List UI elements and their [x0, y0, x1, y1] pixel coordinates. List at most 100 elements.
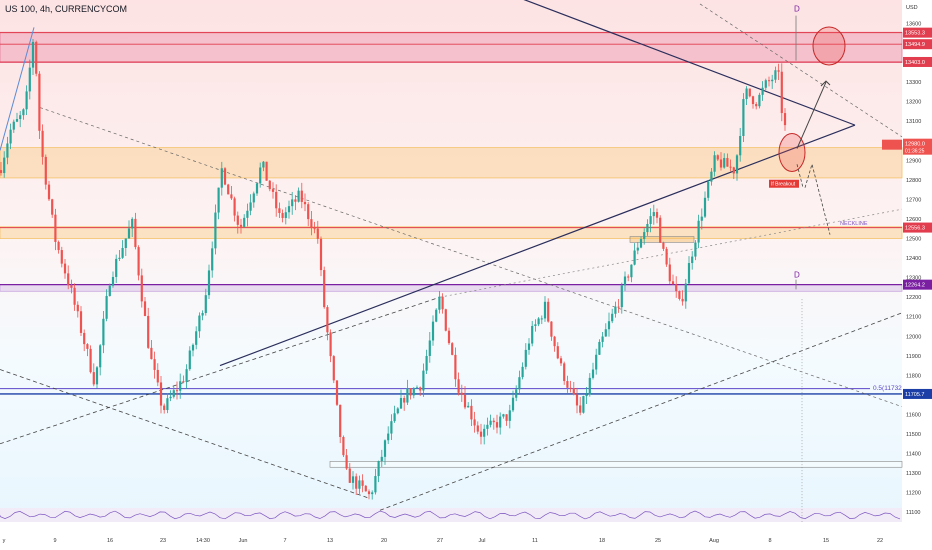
- candle-body: [604, 329, 607, 337]
- candle-body: [476, 425, 479, 432]
- candle: [150, 340, 153, 360]
- candle-body: [22, 109, 25, 116]
- candle: [175, 381, 179, 400]
- candle: [617, 299, 620, 313]
- candle-body: [182, 381, 185, 383]
- candle-body: [643, 232, 646, 240]
- candle: [614, 301, 617, 318]
- candle-body: [591, 369, 595, 378]
- candle: [390, 414, 393, 440]
- candle-body: [412, 388, 415, 396]
- time-axis-background: [0, 522, 902, 550]
- candle-body: [687, 263, 691, 284]
- candle-body: [12, 121, 15, 130]
- candle: [355, 473, 358, 496]
- candle: [159, 376, 163, 414]
- candle-body: [607, 321, 611, 330]
- breakout-badge: [769, 179, 799, 188]
- price-label-12556: 12556.3: [903, 222, 932, 233]
- candle-body: [678, 291, 681, 299]
- candle: [342, 435, 345, 458]
- candle-body: [447, 330, 451, 344]
- candle-body: [764, 80, 767, 88]
- candle: [211, 241, 214, 278]
- candle: [393, 405, 396, 423]
- candle-body: [729, 166, 732, 168]
- candle-body: [127, 228, 131, 239]
- candle: [428, 331, 431, 363]
- candle: [233, 196, 236, 222]
- time-tick: 13: [327, 538, 333, 544]
- candle: [732, 166, 735, 180]
- candle: [131, 217, 134, 237]
- candle-body: [639, 239, 643, 248]
- candle-body: [691, 256, 694, 264]
- candle: [508, 404, 511, 429]
- candle-body: [15, 119, 19, 122]
- candle: [147, 307, 150, 350]
- candle-body: [732, 167, 735, 174]
- candle: [652, 204, 655, 225]
- candle-body: [617, 306, 620, 308]
- candle-body: [121, 247, 124, 258]
- price-tick: 12900: [906, 158, 921, 164]
- zone-support-box: [0, 226, 903, 239]
- candle: [111, 271, 115, 288]
- price-label-12264: 12264.2: [903, 279, 932, 290]
- candle: [348, 462, 351, 484]
- candle-body: [79, 311, 83, 333]
- candle-body: [47, 184, 51, 200]
- candle: [259, 162, 262, 188]
- candle: [726, 153, 729, 167]
- candle: [700, 208, 703, 230]
- candle: [707, 180, 710, 201]
- candle-body: [108, 285, 111, 296]
- candle: [137, 245, 140, 281]
- up-arrowhead: [820, 80, 831, 87]
- candle: [153, 351, 156, 379]
- candle: [41, 124, 44, 165]
- candle-body: [409, 388, 412, 396]
- candle-body: [166, 398, 169, 411]
- price-tick: 11400: [906, 452, 921, 458]
- candle: [764, 78, 767, 91]
- price-tick: 12400: [906, 256, 921, 262]
- candle: [323, 266, 326, 309]
- price-tick: 12700: [906, 197, 921, 203]
- candle-body: [233, 198, 236, 216]
- candle: [633, 243, 636, 266]
- candle: [595, 348, 598, 375]
- candle: [681, 290, 684, 306]
- candle-body: [355, 476, 358, 489]
- candle: [515, 385, 518, 402]
- candle-body: [550, 321, 553, 337]
- candle: [716, 154, 719, 161]
- candle-body: [92, 372, 95, 385]
- candle: [710, 167, 713, 186]
- candle-body: [470, 405, 473, 420]
- candle: [92, 363, 95, 387]
- candle-body: [329, 332, 332, 357]
- candle: [108, 283, 111, 297]
- candle: [73, 283, 76, 311]
- candle: [217, 187, 220, 220]
- time-tick: Aug: [709, 538, 719, 544]
- candle: [297, 187, 300, 203]
- candle: [556, 342, 559, 360]
- candle: [345, 449, 348, 471]
- time-tick: 25: [655, 538, 661, 544]
- candle-body: [211, 248, 214, 271]
- candle: [761, 81, 764, 101]
- candle-body: [63, 263, 67, 274]
- candle: [102, 310, 105, 354]
- candle-body: [371, 492, 374, 495]
- price-label-12264-bg: [903, 279, 932, 290]
- candle: [604, 323, 607, 337]
- fib-label: 0.5(11732: [873, 385, 902, 392]
- candle-body: [614, 306, 617, 314]
- candle-body: [646, 223, 649, 233]
- time-tick: 7: [283, 538, 286, 544]
- candle: [22, 108, 25, 120]
- candle: [447, 327, 451, 345]
